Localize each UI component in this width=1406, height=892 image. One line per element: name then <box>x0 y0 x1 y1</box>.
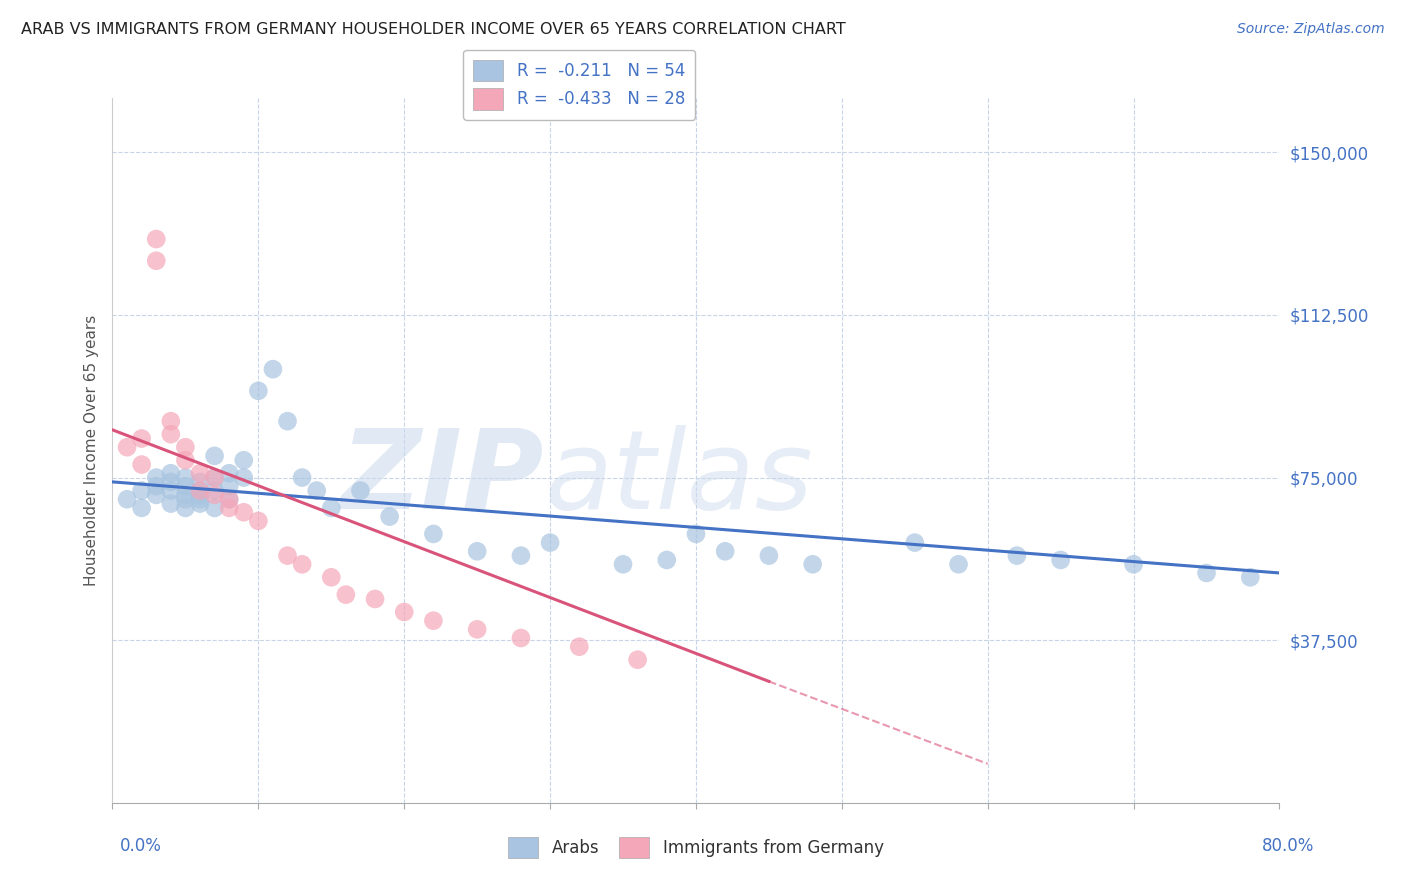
Text: ARAB VS IMMIGRANTS FROM GERMANY HOUSEHOLDER INCOME OVER 65 YEARS CORRELATION CHA: ARAB VS IMMIGRANTS FROM GERMANY HOUSEHOL… <box>21 22 846 37</box>
Point <box>204 483 226 498</box>
Point <box>422 527 444 541</box>
Text: 0.0%: 0.0% <box>120 837 162 855</box>
Point <box>349 483 371 498</box>
Point <box>509 549 531 563</box>
Point <box>131 458 153 472</box>
Point <box>232 505 254 519</box>
Point <box>948 558 970 572</box>
Point <box>204 500 226 515</box>
Point <box>188 483 211 498</box>
Y-axis label: Householder Income Over 65 years: Householder Income Over 65 years <box>83 315 98 586</box>
Point <box>145 253 167 268</box>
Point <box>218 479 240 493</box>
Point <box>204 470 226 484</box>
Point <box>174 492 197 507</box>
Point <box>378 509 401 524</box>
Text: 80.0%: 80.0% <box>1263 837 1315 855</box>
Point <box>538 535 561 549</box>
Point <box>232 453 254 467</box>
Point <box>188 488 211 502</box>
Point <box>801 558 824 572</box>
Text: Source: ZipAtlas.com: Source: ZipAtlas.com <box>1237 22 1385 37</box>
Point <box>160 414 183 428</box>
Point <box>188 467 211 481</box>
Point <box>131 500 153 515</box>
Point <box>1195 566 1218 580</box>
Point <box>160 483 183 498</box>
Point <box>115 440 138 454</box>
Point <box>321 570 343 584</box>
Point <box>188 483 211 498</box>
Point <box>204 470 226 484</box>
Point <box>685 527 707 541</box>
Point <box>305 483 328 498</box>
Point <box>904 535 927 549</box>
Point <box>655 553 678 567</box>
Point <box>145 232 167 246</box>
Point <box>291 470 314 484</box>
Point <box>218 500 240 515</box>
Point <box>276 414 298 428</box>
Point <box>1122 558 1144 572</box>
Point <box>174 440 197 454</box>
Point <box>174 479 197 493</box>
Point <box>218 492 240 507</box>
Point <box>422 614 444 628</box>
Point <box>145 479 167 493</box>
Point <box>131 483 153 498</box>
Point <box>262 362 284 376</box>
Point <box>758 549 780 563</box>
Point <box>188 492 211 507</box>
Point <box>174 470 197 484</box>
Point <box>174 453 197 467</box>
Point <box>276 549 298 563</box>
Text: ZIP: ZIP <box>340 425 544 533</box>
Point <box>321 500 343 515</box>
Point <box>247 514 270 528</box>
Point <box>364 592 387 607</box>
Legend: Arabs, Immigrants from Germany: Arabs, Immigrants from Germany <box>502 830 890 865</box>
Point <box>568 640 591 654</box>
Point <box>188 475 211 489</box>
Point <box>131 432 153 446</box>
Point <box>160 497 183 511</box>
Point <box>160 475 183 489</box>
Point <box>160 427 183 442</box>
Point <box>394 605 416 619</box>
Point <box>188 497 211 511</box>
Point <box>145 470 167 484</box>
Point <box>204 488 226 502</box>
Point <box>612 558 634 572</box>
Point <box>1049 553 1071 567</box>
Point <box>160 467 183 481</box>
Point <box>714 544 737 558</box>
Point <box>335 588 357 602</box>
Point <box>247 384 270 398</box>
Point <box>115 492 138 507</box>
Point <box>627 653 650 667</box>
Point <box>174 500 197 515</box>
Point <box>232 470 254 484</box>
Text: atlas: atlas <box>544 425 813 533</box>
Point <box>218 467 240 481</box>
Point <box>465 623 488 637</box>
Point <box>145 488 167 502</box>
Point <box>218 492 240 507</box>
Point <box>174 488 197 502</box>
Point <box>509 631 531 645</box>
Point <box>465 544 488 558</box>
Point <box>1005 549 1028 563</box>
Point <box>204 449 226 463</box>
Point <box>1239 570 1261 584</box>
Point <box>291 558 314 572</box>
